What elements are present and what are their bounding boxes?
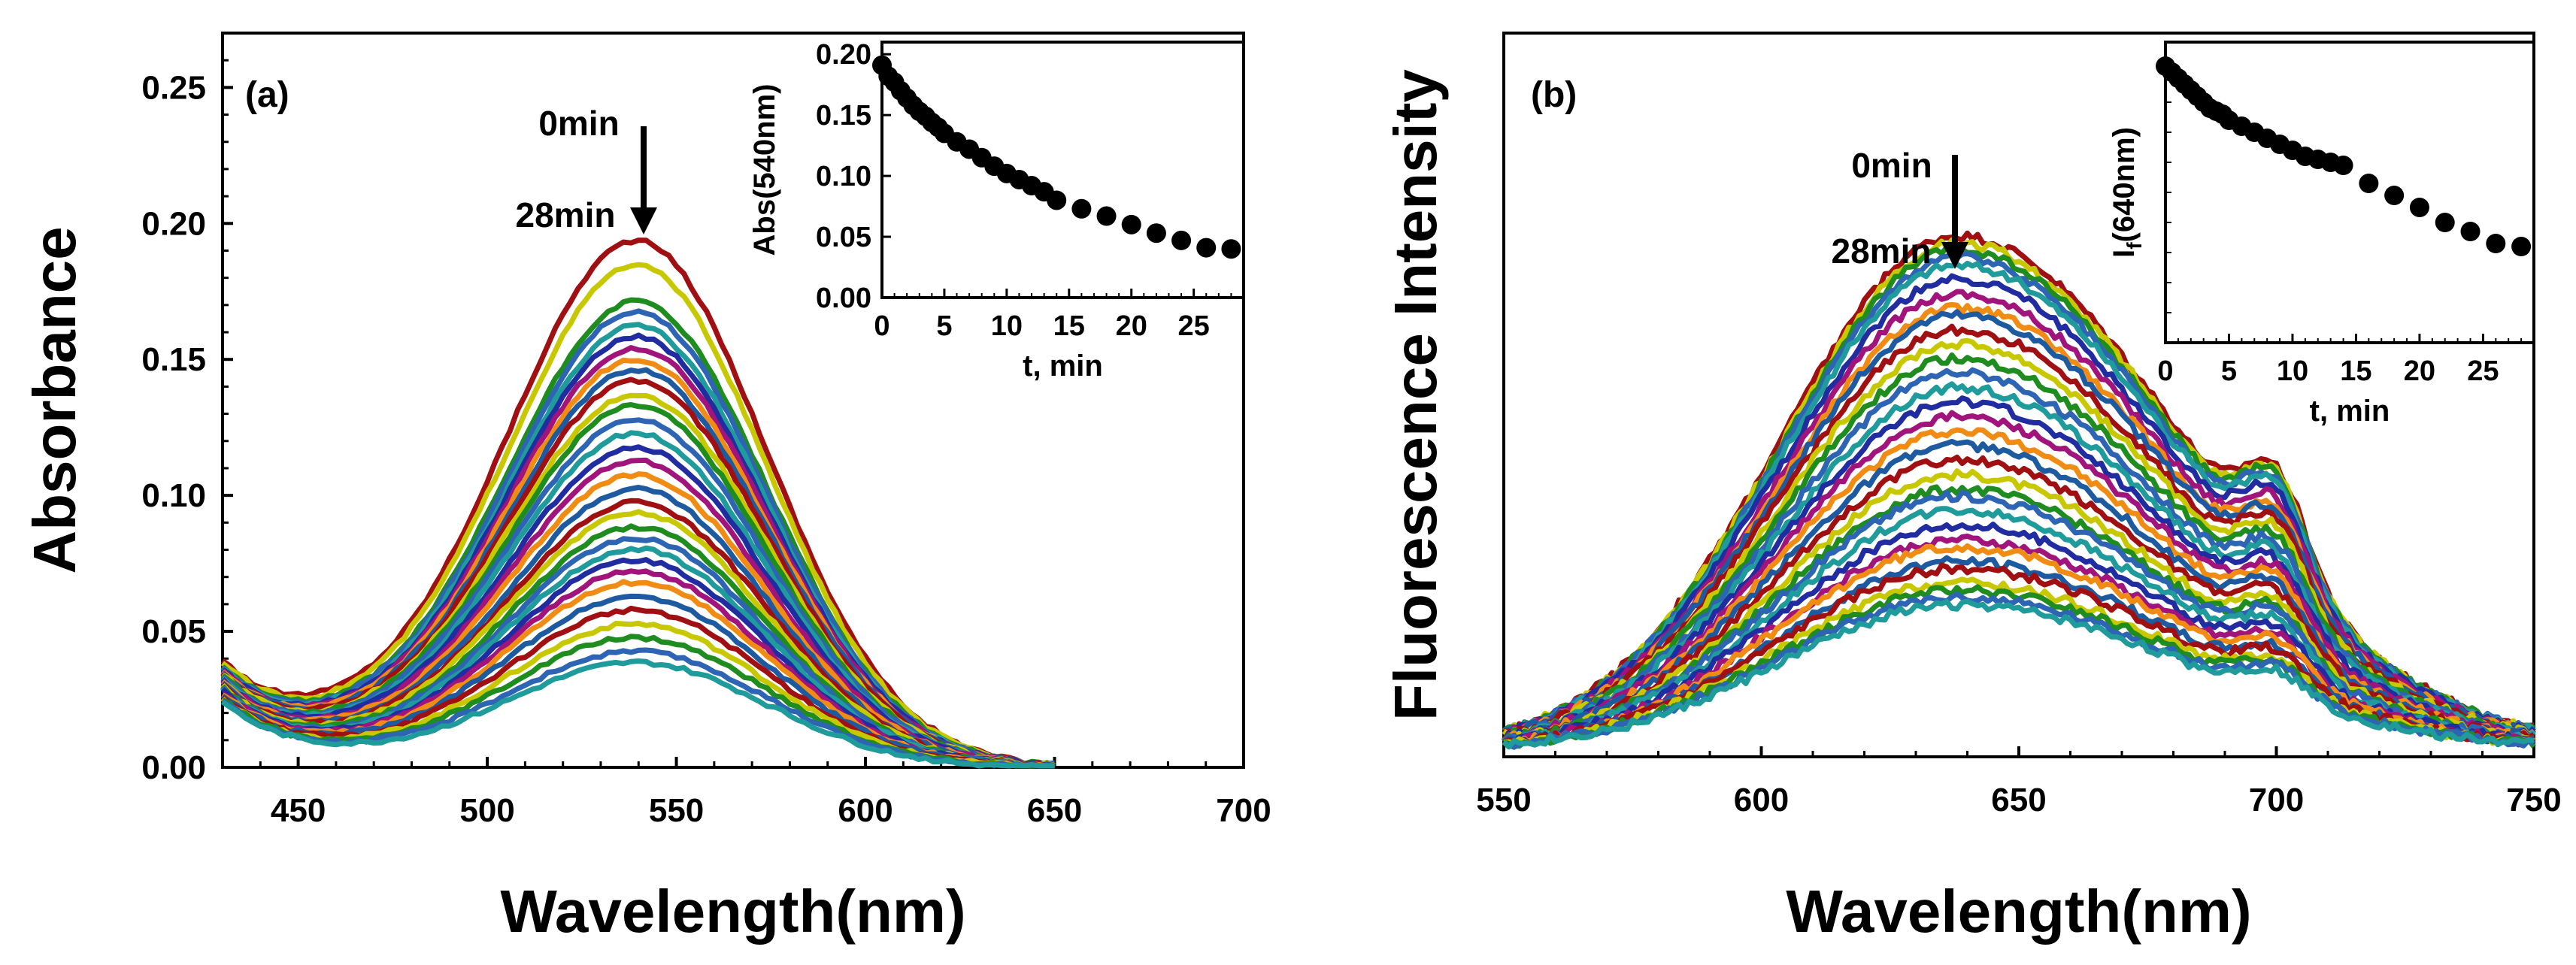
- a-inset-y-tick-label: 0.05: [816, 222, 871, 253]
- b-x-tick-label: 650: [1991, 782, 2046, 818]
- b-x-tick-label: 550: [1476, 782, 1531, 818]
- b-inset-frame: [2164, 41, 2535, 344]
- b-x-tick-label: 600: [1734, 782, 1789, 818]
- b-arrow-head: [1941, 242, 1968, 269]
- b-x-tick-label: 750: [2506, 782, 2561, 818]
- a-inset-y-tick-label: 0.15: [816, 100, 871, 132]
- b-series-line: [1502, 352, 2535, 743]
- b-y-axis-title: Fluorescence Intensity: [1382, 69, 1449, 721]
- b-x-tick-label: 700: [2249, 782, 2304, 818]
- a-series-line: [221, 658, 1055, 769]
- b-inset-point: [2333, 156, 2353, 175]
- b-panel-label: (b): [1531, 75, 1577, 115]
- a-inset-y-tick-label: 0.10: [816, 161, 871, 192]
- a-inset-x-tick-label: 0: [874, 310, 889, 342]
- a-x-tick-label: 500: [459, 792, 514, 829]
- a-inset-y-title: Abs(540nm): [748, 84, 781, 256]
- b-inset-x-title: t, min: [2310, 395, 2390, 428]
- b-series-line: [1503, 468, 2535, 746]
- b-annotation-end: 28min: [1832, 231, 1932, 271]
- b-inset-x-tick-label: 25: [2467, 355, 2499, 387]
- a-inset-point: [1121, 214, 1141, 234]
- a-inset-point: [1196, 237, 1217, 258]
- a-y-tick-label: 0.20: [141, 205, 206, 242]
- a-plot-frame: [221, 32, 1245, 769]
- a-inset-frame: [880, 41, 1245, 299]
- b-inset-y-title: If(640nm): [2108, 127, 2146, 258]
- b-inset-y-title-sub: f: [2123, 242, 2146, 250]
- a-x-tick-label: 600: [838, 792, 893, 829]
- a-x-tick-label: 450: [271, 792, 326, 829]
- b-inset-point: [2409, 198, 2429, 217]
- a-inset: 0 5 10 15 20 25 0.00 0.05 0.10 0.15 0.20 t, min: [816, 39, 1245, 383]
- b-inset-x-tick-label: 10: [2277, 355, 2308, 387]
- b-x-axis-title: Wavelength(nm): [1786, 878, 2251, 945]
- b-series-line: [1502, 489, 2536, 746]
- b-inset-x-tick-label: 15: [2340, 355, 2371, 387]
- a-inset-point: [1171, 230, 1192, 250]
- a-y-tick-label: 0.00: [141, 749, 206, 786]
- b-inset-x-tick-label: 20: [2404, 355, 2435, 387]
- a-x-tick-label: 550: [649, 792, 704, 829]
- b-series-group: [1502, 230, 2536, 750]
- a-inset-y-tick-label: 0.20: [816, 39, 871, 71]
- a-y-tick-label: 0.10: [141, 477, 206, 514]
- a-inset-point: [1146, 223, 1166, 244]
- a-inset-x-title: t, min: [1023, 349, 1103, 383]
- a-y-tick-label: 0.15: [141, 341, 206, 378]
- b-inset-point: [2435, 213, 2455, 232]
- b-inset-y-title-main: I: [2108, 250, 2141, 258]
- a-x-tick-label: 700: [1216, 792, 1271, 829]
- a-inset-x-tick-label: 25: [1178, 310, 1210, 342]
- a-x-tick-label: 650: [1027, 792, 1082, 829]
- b-series-line: [1502, 309, 2535, 740]
- b-inset-x-tick-label: 5: [2221, 355, 2237, 387]
- b-inset-point: [2486, 234, 2506, 253]
- a-x-axis-title: Wavelength(nm): [500, 878, 965, 945]
- b-inset-point: [2359, 174, 2379, 193]
- a-annotation-end: 28min: [516, 195, 616, 234]
- a-series-line: [220, 262, 1055, 769]
- a-inset-x-tick-label: 5: [936, 310, 952, 342]
- a-inset-point: [1221, 239, 1241, 259]
- a-inset-point: [1071, 198, 1092, 219]
- b-axes: 550 600 650 700 750: [1476, 32, 2562, 818]
- b-inset: 0 5 10 15 20 25 t, min: [2156, 41, 2535, 428]
- a-y-tick-label: 0.25: [141, 69, 206, 106]
- a-inset-point: [1047, 190, 1067, 210]
- b-inset-point: [2460, 222, 2481, 241]
- b-inset-x-tick-label: 0: [2157, 355, 2173, 387]
- a-inset-point: [1096, 206, 1117, 226]
- a-series-line: [220, 593, 1055, 769]
- a-inset-x-tick-label: 20: [1116, 310, 1147, 342]
- a-inset-x-tick-label: 15: [1053, 310, 1085, 342]
- b-inset-y-title-rest: (640nm): [2108, 127, 2141, 242]
- a-inset-x-tick-label: 10: [991, 310, 1023, 342]
- b-annotation-start: 0min: [1851, 146, 1932, 185]
- a-y-axis-title: Absorbance: [21, 226, 88, 573]
- b-series-line: [1502, 598, 2535, 750]
- a-y-tick-label: 0.05: [141, 613, 206, 650]
- a-axes: 450 500 550 600 650 700 0.00 0.05 0.10 0.15 0.20 0.…: [141, 32, 1271, 829]
- a-annotation-start: 0min: [538, 104, 619, 143]
- a-panel-label: (a): [245, 75, 289, 115]
- b-inset-point: [2511, 237, 2532, 256]
- a-series-group: [220, 237, 1056, 769]
- b-inset-point: [2384, 186, 2405, 205]
- a-arrow-head: [630, 207, 657, 234]
- a-inset-y-tick-label: 0.00: [816, 283, 871, 314]
